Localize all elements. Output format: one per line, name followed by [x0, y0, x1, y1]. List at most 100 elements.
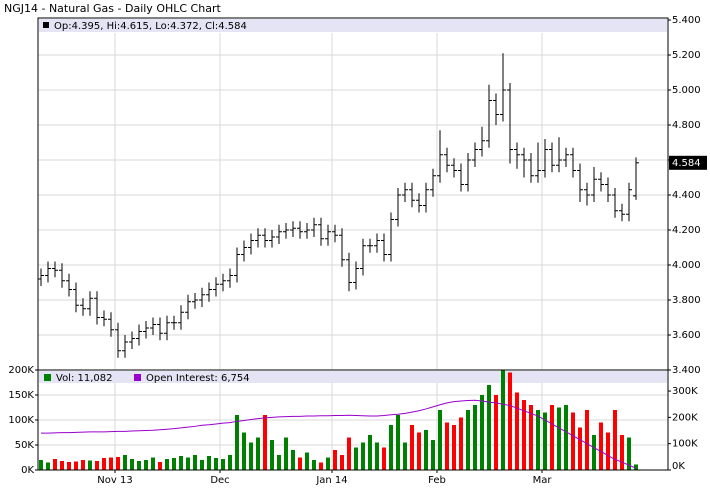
volume-bar [452, 425, 456, 470]
y-tick-label: 200K [8, 365, 34, 376]
volume-bar [431, 440, 435, 470]
y-tick-label: 3.400 [672, 365, 701, 376]
volume-bar [95, 461, 99, 470]
volume-bar [445, 422, 449, 470]
volume-bar [221, 459, 225, 470]
volume-bar [347, 437, 351, 470]
volume-bar [382, 447, 386, 470]
y-tick-label: 4.000 [672, 260, 701, 271]
volume-bar [326, 457, 330, 470]
volume-bar [459, 417, 463, 470]
volume-bar [361, 442, 365, 470]
volume-bar [277, 455, 281, 470]
volume-bar [305, 452, 309, 470]
volume-bar [396, 415, 400, 470]
volume-bar [585, 410, 589, 470]
volume-bar [137, 461, 141, 470]
x-tick-label: Mar [533, 475, 553, 486]
y-tick-label: 0K [21, 465, 34, 476]
volume-bar [67, 462, 71, 470]
y2-tick-label: 100K [672, 439, 698, 450]
volume-bar [557, 407, 561, 470]
volume-bar [389, 425, 393, 470]
volume-bar [466, 410, 470, 470]
volume-bar [130, 459, 134, 470]
y-tick-label: 3.800 [672, 295, 701, 306]
volume-bar [438, 410, 442, 470]
volume-bar [480, 395, 484, 470]
price-panel [37, 17, 669, 371]
volume-bar [375, 442, 379, 470]
y-tick-label: 100K [8, 415, 34, 426]
y-tick-label: 5.400 [672, 15, 701, 26]
volume-bar [39, 460, 43, 470]
volume-bar [179, 456, 183, 470]
volume-bar [536, 410, 540, 470]
volume-bar [193, 455, 197, 470]
panel-border [37, 369, 669, 471]
x-tick-label: Jan 14 [315, 475, 347, 486]
volume-bar [508, 372, 512, 470]
volume-bar [592, 435, 596, 470]
volume-bar [340, 455, 344, 470]
volume-bar [529, 405, 533, 470]
chart-title: NGJ14 - Natural Gas - Daily OHLC Chart [4, 2, 221, 15]
y-tick-label: 4.800 [672, 120, 701, 131]
volume-bar [312, 460, 316, 470]
volume-bar [81, 460, 85, 470]
volume-bar [578, 427, 582, 470]
volume-bar [627, 437, 631, 470]
y-tick-label: 5.200 [672, 50, 701, 61]
y-tick-label: 3.600 [672, 330, 701, 341]
volume-bar [501, 370, 505, 470]
legend-swatch [134, 374, 141, 381]
y-tick-label: 4.400 [672, 190, 701, 201]
volume-bar [319, 462, 323, 470]
volume-bar [606, 432, 610, 470]
volume-bar [571, 412, 575, 470]
y-tick-label: 150K [8, 390, 34, 401]
y2-tick-label: 200K [672, 412, 698, 423]
volume-bar [417, 432, 421, 470]
legend-swatch [44, 374, 51, 381]
volume-bar [109, 457, 113, 470]
volume-bar [214, 458, 218, 470]
volume-bar [620, 435, 624, 470]
x-tick-label: Nov 13 [97, 475, 132, 486]
volume-bar [494, 395, 498, 470]
volume-bar [74, 461, 78, 470]
y2-tick-label: 300K [672, 386, 698, 397]
open-interest-line [41, 399, 637, 469]
volume-bar [158, 462, 162, 470]
volume-bar [172, 458, 176, 470]
x-tick-label: Dec [210, 475, 229, 486]
volume-bar [116, 457, 120, 470]
info-strip [39, 19, 667, 32]
volume-bar [102, 458, 106, 470]
volume-bar [235, 415, 239, 470]
volume-bar [522, 400, 526, 470]
volume-bar [298, 457, 302, 470]
volume-bar [165, 459, 169, 470]
last-price-tag [669, 155, 707, 170]
volume-bar [186, 457, 190, 470]
volume-bar [599, 422, 603, 470]
volume-bar [333, 450, 337, 470]
volume-bar [291, 450, 295, 470]
legend-label: Open Interest: 6,754 [146, 373, 250, 384]
volume-bar [123, 455, 127, 470]
volume-bar [228, 455, 232, 470]
y2-tick-label: 0K [672, 461, 685, 472]
volume-bar [270, 440, 274, 470]
volume-bar [564, 405, 568, 470]
volume-bar [487, 385, 491, 470]
volume-bar [515, 392, 519, 470]
volume-bar [53, 459, 57, 470]
volume-bar [473, 405, 477, 470]
y-tick-label: 4.200 [672, 225, 701, 236]
volume-bar [60, 461, 64, 470]
volume-bar [354, 447, 358, 470]
y-tick-label: 5.000 [672, 85, 701, 96]
y-tick-label: 50K [15, 440, 35, 451]
